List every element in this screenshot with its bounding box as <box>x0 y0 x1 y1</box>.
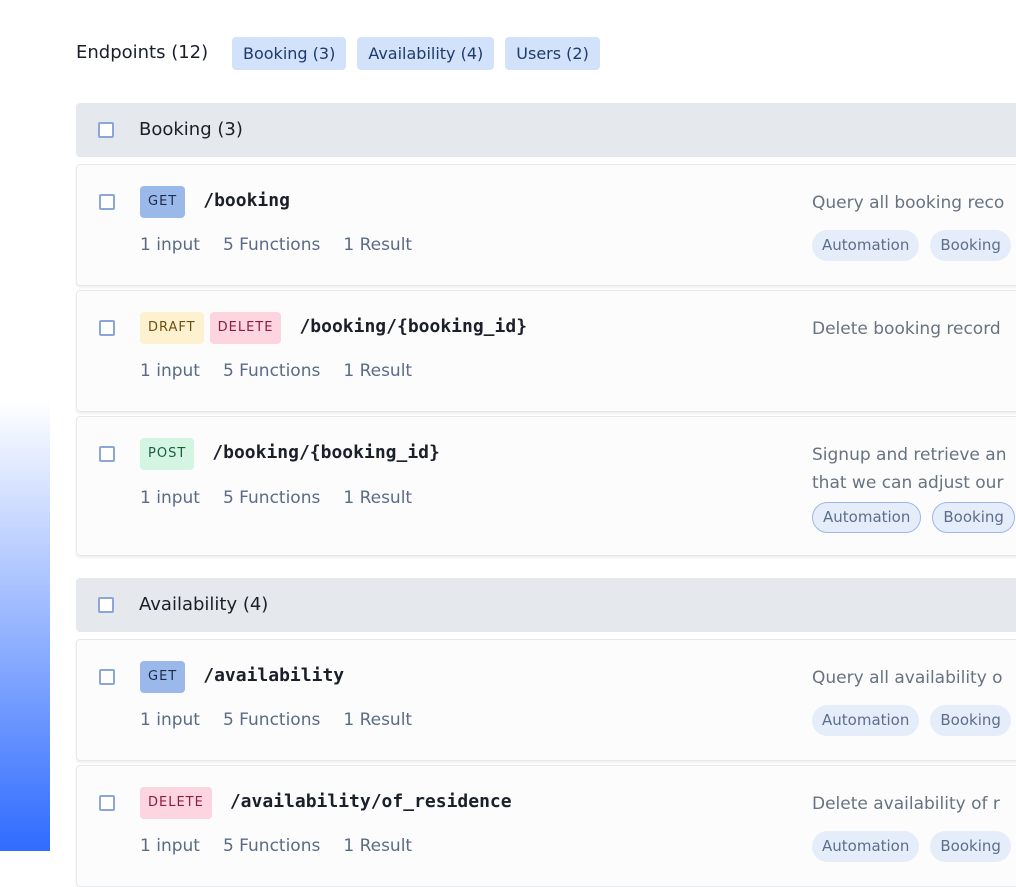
checkbox[interactable] <box>99 194 115 210</box>
tag[interactable]: Booking <box>930 705 1011 736</box>
filter-chip[interactable]: Booking (3) <box>232 37 347 70</box>
page: Endpoints (12) (() => { const data = JSO… <box>0 37 1016 887</box>
filter-chip[interactable]: Users (2) <box>505 37 600 70</box>
method-badge: DELETE <box>140 787 212 819</box>
method-badge: DRAFT <box>140 312 204 344</box>
tag[interactable]: Automation <box>812 502 922 533</box>
endpoint-stat: 5 Functions <box>222 836 321 856</box>
endpoint-stat: 5 Functions <box>222 488 321 508</box>
endpoint-stat: 5 Functions <box>222 710 321 730</box>
group-header[interactable]: Booking (3) <box>76 103 1016 157</box>
endpoint-stat: 1 input <box>140 235 200 255</box>
tag[interactable]: Booking <box>930 230 1011 261</box>
method-badge: GET <box>140 661 186 693</box>
endpoint-row[interactable]: DRAFT DELETE/booking/{booking_id} 1 input 5… <box>76 290 1016 412</box>
checkbox[interactable] <box>98 122 114 138</box>
method-badge: DELETE <box>209 312 282 344</box>
method-badge: GET <box>140 186 186 218</box>
endpoint-stat: 1 Result <box>343 361 413 381</box>
tag[interactable]: Automation <box>812 230 920 261</box>
endpoint-row[interactable]: DELETE/availability/of_residence 1 input 5… <box>76 765 1016 887</box>
endpoint-description: Query all availability o <box>812 668 1003 688</box>
group-title: Availability (4) <box>139 594 269 615</box>
checkbox[interactable] <box>99 446 115 462</box>
endpoint-description: Delete booking record <box>812 319 1001 339</box>
endpoint-stat: 1 input <box>140 836 200 856</box>
endpoint-stat: 5 Functions <box>222 361 321 381</box>
endpoint-stat: 5 Functions <box>222 235 321 255</box>
endpoint-stat: 1 input <box>140 361 200 381</box>
group-title: Booking (3) <box>139 119 243 140</box>
endpoint-path: /booking/{booking_id} <box>212 442 440 463</box>
tag[interactable]: Booking <box>932 502 1015 533</box>
endpoint-path: /booking/{booking_id} <box>299 316 528 337</box>
sidebar-gradient <box>0 400 50 851</box>
endpoint-stat: 1 input <box>140 488 200 508</box>
tag[interactable]: Booking <box>930 831 1011 862</box>
endpoint-row[interactable]: GET/availability 1 input 5 Functions 1 Resu… <box>76 639 1016 761</box>
checkbox[interactable] <box>99 320 115 336</box>
endpoints-title: Endpoints (12) <box>76 42 209 63</box>
group-header[interactable]: Availability (4) <box>76 578 1016 632</box>
endpoint-path: /availability <box>203 665 345 686</box>
method-badge: POST <box>140 438 195 470</box>
endpoint-row[interactable]: POST/booking/{booking_id} 1 input 5 Functi… <box>76 416 1016 556</box>
endpoint-row[interactable]: GET/booking 1 input 5 Functions 1 Result Que… <box>76 164 1016 286</box>
endpoint-description: Query all booking reco <box>812 193 1005 213</box>
tag[interactable]: Automation <box>812 831 920 862</box>
endpoint-stat: 1 Result <box>343 488 413 508</box>
endpoint-stat: 1 Result <box>343 836 413 856</box>
endpoint-path: /availability/of_residence <box>229 791 512 812</box>
checkbox[interactable] <box>98 597 114 613</box>
tag[interactable]: Automation <box>812 705 920 736</box>
endpoint-description: Delete availability of r <box>812 794 1000 814</box>
endpoint-path: /booking <box>203 190 290 211</box>
endpoint-description: that we can adjust our <box>812 473 1004 493</box>
endpoint-description: Signup and retrieve an <box>812 445 1007 465</box>
endpoint-stat: 1 Result <box>343 235 413 255</box>
filter-chip[interactable]: Availability (4) <box>357 37 495 70</box>
checkbox[interactable] <box>99 795 115 811</box>
endpoint-stat: 1 input <box>140 710 200 730</box>
endpoint-stat: 1 Result <box>343 710 413 730</box>
checkbox[interactable] <box>99 669 115 685</box>
